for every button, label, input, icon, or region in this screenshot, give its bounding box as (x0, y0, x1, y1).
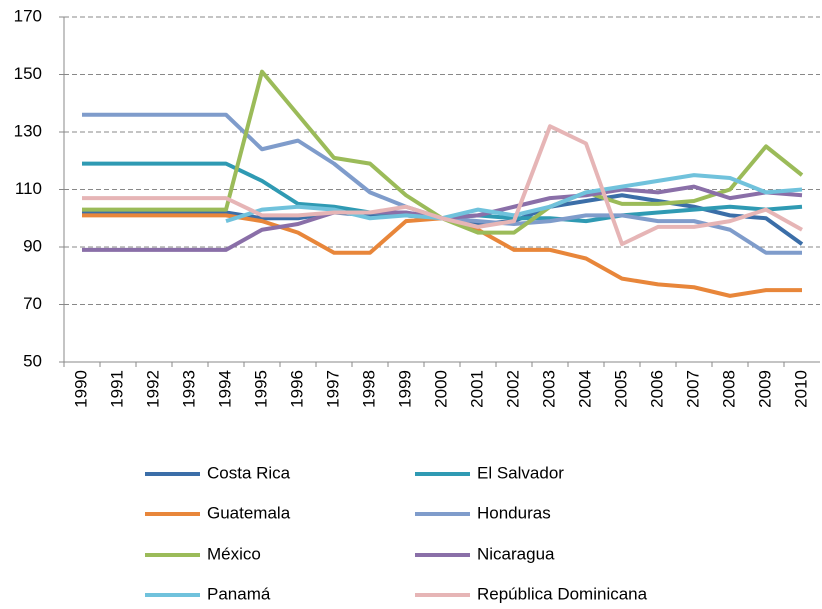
x-tick-label: 1994 (215, 370, 234, 408)
x-tick-label: 1995 (251, 370, 270, 408)
y-tick-label: 110 (15, 179, 42, 198)
y-tick-label: 70 (23, 294, 42, 313)
legend-label: Honduras (477, 503, 551, 522)
x-tick-label: 2009 (755, 370, 774, 408)
x-tick-label: 1991 (107, 370, 126, 408)
x-tick-label: 1990 (71, 370, 90, 408)
x-tick-label: 1998 (359, 370, 378, 408)
x-tick-label: 2002 (503, 370, 522, 408)
x-tick-label: 2006 (647, 370, 666, 408)
x-tick-label: 2004 (575, 370, 594, 408)
x-tick-label: 1996 (287, 370, 306, 408)
y-tick-label: 90 (23, 236, 42, 255)
x-tick-label: 1997 (323, 370, 342, 408)
y-tick-label: 150 (14, 64, 42, 83)
x-tick-label: 2007 (683, 370, 702, 408)
legend-label: México (207, 544, 261, 563)
x-tick-label: 2003 (539, 370, 558, 408)
x-tick-label: 2001 (467, 370, 486, 408)
x-tick-label: 2000 (431, 370, 450, 408)
x-tick-label: 1999 (395, 370, 414, 408)
legend-label: Costa Rica (207, 463, 291, 482)
x-tick-label: 2010 (791, 370, 810, 408)
y-tick-label: 50 (23, 351, 42, 370)
y-tick-label: 170 (14, 6, 42, 25)
legend-label: Guatemala (207, 503, 291, 522)
legend-label: Panamá (207, 584, 271, 603)
series-line (82, 124, 803, 247)
series-line (82, 112, 802, 255)
x-tick-label: 2008 (719, 370, 738, 408)
legend-label: El Salvador (477, 463, 564, 482)
y-tick-label: 130 (14, 121, 42, 140)
x-tick-label: 1992 (143, 370, 162, 408)
legend-label: República Dominicana (477, 584, 648, 603)
x-tick-label: 1993 (179, 370, 198, 408)
x-tick-label: 2005 (611, 370, 630, 408)
series-line (225, 173, 803, 224)
legend-label: Nicaragua (477, 544, 555, 563)
